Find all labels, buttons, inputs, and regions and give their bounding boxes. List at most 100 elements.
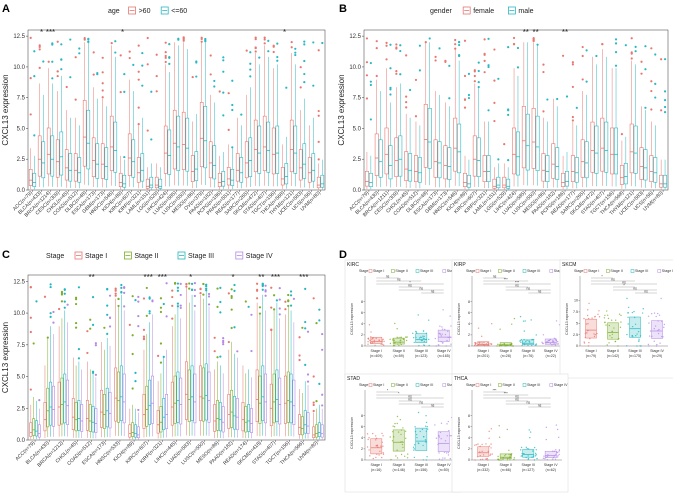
data-point	[438, 436, 441, 438]
data-point	[626, 297, 628, 300]
data-point	[653, 340, 655, 342]
data-point	[369, 455, 371, 457]
panel-c-boxplot: 0.0 2.5 5.0 7.5 10.0 12.5 CXCL13 expression Sta…	[1, 251, 326, 468]
box	[271, 127, 276, 175]
outlier-point	[233, 326, 236, 329]
box	[398, 135, 403, 177]
outlier-point	[164, 60, 167, 64]
outlier-point	[182, 39, 185, 42]
y-tick-label: 0.0	[17, 188, 26, 194]
box	[247, 404, 251, 432]
data-point	[653, 328, 656, 330]
data-point	[394, 422, 396, 425]
data-point	[626, 333, 628, 336]
stage-n-label: (n=76)	[523, 354, 534, 358]
data-point	[620, 321, 622, 323]
significance-mark: ***	[158, 273, 167, 282]
data-point	[435, 437, 438, 439]
data-point	[481, 443, 483, 446]
box	[190, 365, 194, 421]
box	[136, 157, 141, 183]
box	[364, 170, 369, 187]
outlier-point	[640, 72, 643, 75]
outlier-point	[483, 59, 486, 62]
outlier-point	[448, 64, 451, 67]
box	[264, 373, 268, 424]
data-point	[378, 454, 380, 456]
data-point	[441, 459, 443, 461]
stage-n-label: (n=22)	[546, 354, 557, 358]
data-point	[425, 441, 427, 443]
outlier-point	[304, 320, 307, 324]
data-point	[439, 325, 441, 327]
outlier-point	[38, 45, 41, 48]
box	[306, 412, 310, 435]
outlier-point	[123, 90, 126, 93]
data-point	[396, 449, 398, 451]
data-point	[444, 440, 447, 442]
box	[29, 422, 33, 437]
outlier-point	[542, 63, 545, 66]
data-point	[382, 452, 384, 454]
outlier-point	[56, 74, 59, 78]
mini-y-tick-label: 2	[468, 333, 470, 337]
data-point	[449, 336, 452, 338]
box	[298, 149, 303, 181]
data-point	[440, 335, 443, 337]
box	[179, 377, 183, 425]
data-point	[588, 302, 590, 305]
data-point	[448, 429, 450, 432]
outlier-point	[78, 47, 81, 50]
data-point	[527, 344, 529, 346]
comparison-label: ns	[515, 284, 519, 288]
legend-entry: Stage IV	[246, 253, 273, 260]
mini-legend-key	[498, 383, 502, 387]
stage-n-label: (n=59)	[394, 354, 405, 358]
mini-legend-title: Stage	[359, 383, 368, 387]
data-point	[487, 459, 489, 461]
mini-legend-entry: Stage IV	[662, 269, 673, 273]
data-point	[636, 333, 638, 335]
data-point	[613, 327, 615, 329]
outlier-point	[467, 96, 471, 100]
outlier-point	[240, 113, 243, 116]
box	[437, 141, 442, 179]
data-point	[438, 458, 441, 460]
outlier-point	[294, 53, 297, 57]
outlier-point	[195, 61, 198, 64]
data-point	[483, 341, 485, 344]
outlier-point	[276, 59, 279, 62]
data-point	[422, 459, 425, 461]
box	[94, 408, 98, 433]
mini-y-tick-label: 0	[468, 458, 470, 462]
box	[131, 422, 135, 437]
outlier-point	[209, 54, 212, 57]
stage-label: Stage I	[371, 349, 382, 353]
stage-n-label: (n=28)	[501, 354, 512, 358]
outlier-point	[60, 290, 64, 293]
data-point	[530, 319, 532, 321]
data-point	[479, 451, 481, 453]
outlier-point	[101, 71, 104, 74]
outlier-point	[123, 286, 126, 289]
data-point	[523, 452, 525, 455]
box	[317, 422, 321, 437]
data-point	[447, 452, 450, 454]
outlier-point	[250, 349, 253, 353]
panel-label-b: B	[339, 3, 347, 15]
y-tick-label: 12.5	[13, 34, 25, 40]
box	[292, 379, 296, 425]
data-point	[425, 421, 428, 424]
stage-n-label: (n=201)	[477, 354, 490, 358]
box	[46, 127, 51, 175]
box	[82, 100, 87, 167]
data-point	[555, 320, 558, 322]
outlier-point	[473, 80, 476, 83]
panel-label-a: A	[2, 3, 10, 15]
y-tick-label: 7.5	[17, 343, 26, 349]
data-point	[481, 458, 484, 460]
outlier-point	[32, 342, 35, 345]
box	[213, 404, 217, 432]
mini-box	[437, 431, 450, 452]
